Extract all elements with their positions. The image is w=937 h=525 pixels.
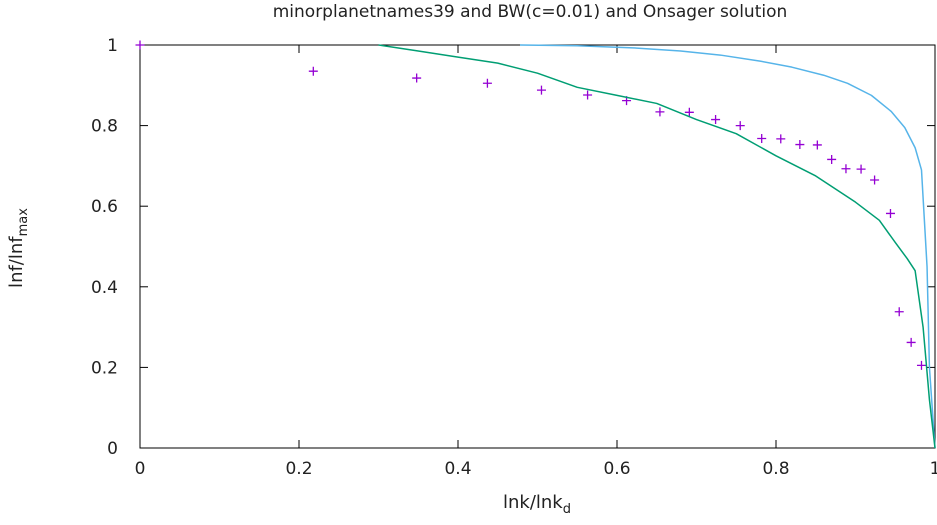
data-point [870, 175, 880, 185]
y-tick-label: 0.2 [91, 358, 118, 378]
data-point [841, 164, 851, 174]
data-point [655, 107, 665, 117]
y-tick-label: 0 [107, 439, 118, 459]
series-layer [135, 40, 936, 449]
chart-title: minorplanetnames39 and BW(c=0.01) and On… [273, 2, 788, 22]
data-point [711, 115, 721, 125]
x-axis-label-sub: d [563, 502, 571, 517]
data-point [536, 85, 546, 95]
data-point [308, 66, 318, 76]
data-point [812, 140, 822, 150]
series-line-2 [378, 44, 936, 449]
y-axis-label-sub: max [16, 208, 31, 237]
data-point [795, 140, 805, 150]
y-tick-label: 0.8 [91, 117, 118, 137]
x-tick-label: 0.4 [444, 459, 471, 479]
x-tick-label: 1 [930, 459, 937, 479]
y-tick-label: 0.6 [91, 197, 118, 217]
data-point [135, 40, 145, 50]
y-axis-label-main: lnf/lnf [6, 236, 27, 288]
x-tick-label: 0.8 [762, 459, 789, 479]
data-point [916, 360, 926, 370]
data-point [735, 121, 745, 131]
data-point [776, 134, 786, 144]
data-point [684, 107, 694, 117]
axis-ticks [139, 44, 936, 449]
data-point [757, 133, 767, 143]
data-point [885, 208, 895, 218]
series-line-1 [519, 44, 936, 449]
x-tick-label: 0.6 [603, 459, 630, 479]
y-tick-label: 1 [107, 36, 118, 56]
data-point [856, 164, 866, 174]
x-axis-label: lnk/lnkd [503, 492, 571, 517]
x-tick-label: 0 [135, 459, 146, 479]
data-point [583, 90, 593, 100]
data-point [412, 73, 422, 83]
data-point [894, 307, 904, 317]
series-points-0 [135, 40, 926, 370]
x-axis-label-main: lnk/lnk [503, 492, 563, 513]
tick-labels: 0 0.2 0.4 0.6 0.8 1 0 0.2 0.4 0.6 0.8 1 [91, 36, 937, 479]
data-point [482, 78, 492, 88]
y-tick-label: 0.4 [91, 278, 118, 298]
x-tick-label: 0.2 [285, 459, 312, 479]
plot-frame [139, 44, 936, 449]
data-point [827, 154, 837, 164]
y-axis-label: lnf/lnfmax [6, 208, 31, 288]
data-point [906, 337, 916, 347]
